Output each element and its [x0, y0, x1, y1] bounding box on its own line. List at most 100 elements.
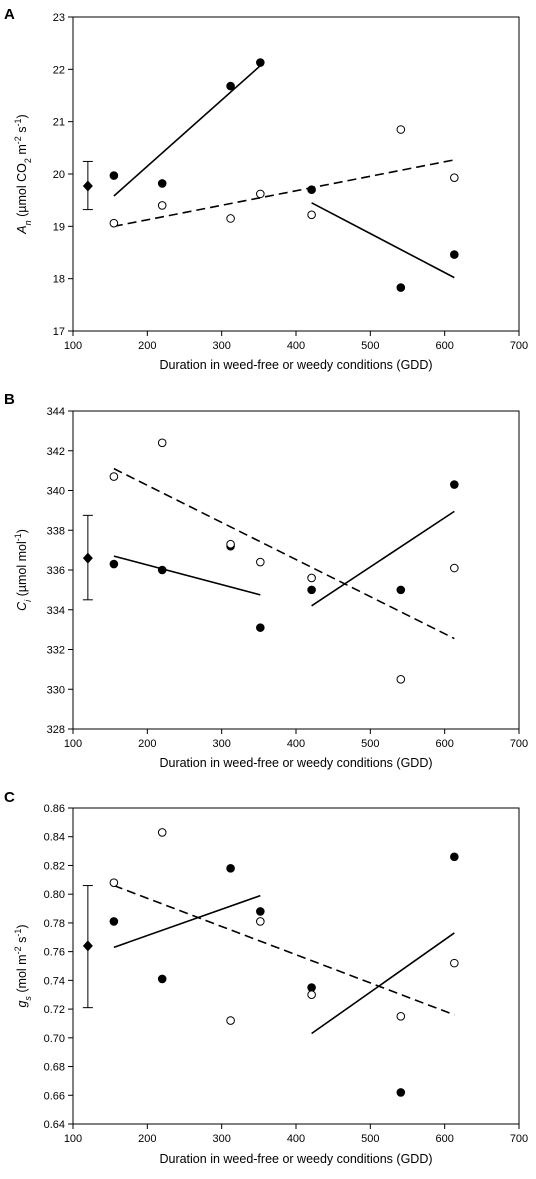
y-axis-label-part: 2 — [23, 158, 33, 163]
x-tick-label: 400 — [287, 340, 305, 352]
y-axis-label-part: ) — [15, 529, 29, 533]
point-open — [157, 201, 167, 210]
x-tick-label: 100 — [64, 1133, 82, 1145]
point-filled — [157, 179, 167, 188]
point-filled — [226, 864, 235, 873]
x-axis-label: Duration in weed-free or weedy condition… — [159, 756, 432, 770]
y-tick-label: 338 — [47, 525, 65, 537]
point-filled — [157, 974, 167, 984]
y-tick-label: 330 — [47, 684, 65, 696]
y-axis-label: Ci (µmol mol-1) — [13, 529, 33, 611]
x-tick-label: 500 — [361, 1133, 379, 1145]
y-axis-label-part: g — [15, 1001, 29, 1008]
y-axis-label-part: A — [15, 225, 29, 234]
y-tick-label: 0.86 — [44, 803, 65, 815]
y-tick-label: 342 — [47, 446, 65, 458]
y-axis-label-part: n — [23, 220, 33, 225]
point-open — [226, 214, 235, 223]
point-filled — [256, 623, 265, 632]
x-tick-label: 100 — [64, 340, 82, 352]
y-axis-label-part: s — [15, 937, 29, 947]
y-tick-label: 0.80 — [44, 889, 65, 901]
y-axis-label-part: s — [23, 996, 33, 1001]
y-tick-label: 23 — [53, 12, 65, 24]
point-filled — [256, 58, 265, 67]
y-tick-label: 0.78 — [44, 918, 65, 930]
y-axis-label-part: C — [15, 601, 29, 611]
fit-line-dashed — [113, 159, 455, 228]
y-tick-label: 328 — [47, 724, 65, 736]
x-tick-label: 700 — [510, 340, 528, 352]
y-tick-label: 0.64 — [44, 1119, 65, 1131]
y-tick-label: 0.76 — [44, 947, 65, 959]
y-tick-label: 0.74 — [44, 975, 65, 987]
point-open — [256, 189, 265, 199]
y-tick-label: 0.70 — [44, 1033, 65, 1045]
fit-line-dashed — [113, 467, 455, 640]
y-axis-label-part: m — [15, 144, 29, 158]
y-axis-label-part: i — [23, 599, 33, 602]
y-tick-label: 332 — [47, 645, 65, 657]
point-open — [396, 1011, 406, 1021]
point-open — [157, 828, 167, 837]
point-open — [109, 472, 119, 481]
x-tick-label: 300 — [212, 738, 230, 750]
point-filled — [307, 585, 316, 595]
panel-label: B — [4, 391, 15, 408]
y-axis-label-part: -2 — [13, 136, 23, 144]
x-tick-label: 700 — [510, 1133, 528, 1145]
x-tick-label: 300 — [212, 340, 230, 352]
y-axis-label-part: -2 — [13, 946, 23, 954]
y-tick-label: 18 — [53, 274, 65, 286]
y-tick-label: 22 — [53, 64, 65, 76]
point-filled — [157, 565, 167, 575]
point-filled — [307, 983, 316, 992]
panel-c: C 100 200 300 400 500 600 700 0.64 0.66 0.68 0.70 0.… — [4, 789, 528, 1166]
x-tick-label: 400 — [287, 1133, 305, 1145]
panel-b: B 100 200 300 400 500 600 700 328 330 332 334 336 338… — [4, 391, 528, 770]
y-tick-label: 17 — [53, 326, 65, 338]
y-axis-label-part: s — [15, 126, 29, 136]
y-axis-label-part: -1 — [13, 533, 23, 541]
x-tick-label: 700 — [510, 738, 528, 750]
y-axis-label: gs (mol m-2 s-1) — [13, 924, 33, 1007]
fit-line-solid — [311, 932, 455, 1035]
point-open — [256, 917, 265, 926]
point-filled — [109, 171, 119, 180]
x-tick-label: 600 — [435, 340, 453, 352]
x-axis-label: Duration in weed-free or weedy condition… — [159, 358, 432, 372]
y-tick-label: 334 — [47, 605, 65, 617]
y-axis-label: An (µmol CO2 m-2 s-1) — [13, 114, 33, 234]
fit-line-solid — [113, 65, 261, 197]
fit-line-solid — [311, 510, 455, 607]
point-open — [307, 210, 316, 220]
x-tick-label: 200 — [138, 340, 156, 352]
y-tick-label: 340 — [47, 486, 65, 498]
fit-line-solid — [113, 894, 261, 949]
point-filled — [226, 81, 235, 91]
fit-line-dashed — [113, 884, 455, 1016]
y-tick-label: 0.66 — [44, 1090, 65, 1102]
y-tick-label: 19 — [53, 221, 65, 233]
y-axis-label-part: (µmol mol — [15, 541, 29, 600]
x-tick-label: 100 — [64, 738, 82, 750]
point-open — [450, 563, 459, 573]
reference-diamond — [82, 180, 93, 192]
point-filled — [307, 185, 316, 194]
y-axis-label-part: -1 — [13, 118, 23, 126]
y-tick-label: 20 — [53, 169, 65, 181]
y-tick-label: 0.82 — [44, 860, 65, 872]
point-open — [109, 878, 119, 887]
y-axis-label-part: -1 — [13, 929, 23, 937]
x-tick-label: 500 — [361, 340, 379, 352]
x-axis-label: Duration in weed-free or weedy condition… — [159, 1152, 432, 1166]
point-open — [396, 675, 406, 684]
point-open — [307, 990, 316, 1000]
point-filled — [450, 480, 459, 489]
reference-diamond — [82, 940, 93, 952]
point-filled — [256, 907, 265, 916]
x-tick-label: 600 — [435, 1133, 453, 1145]
y-tick-label: 0.72 — [44, 1004, 65, 1016]
panel-a: A 100 200 300 400 500 600 700 17 18 19 20 21 22 23 Dura… — [4, 6, 528, 372]
point-open — [226, 539, 235, 549]
